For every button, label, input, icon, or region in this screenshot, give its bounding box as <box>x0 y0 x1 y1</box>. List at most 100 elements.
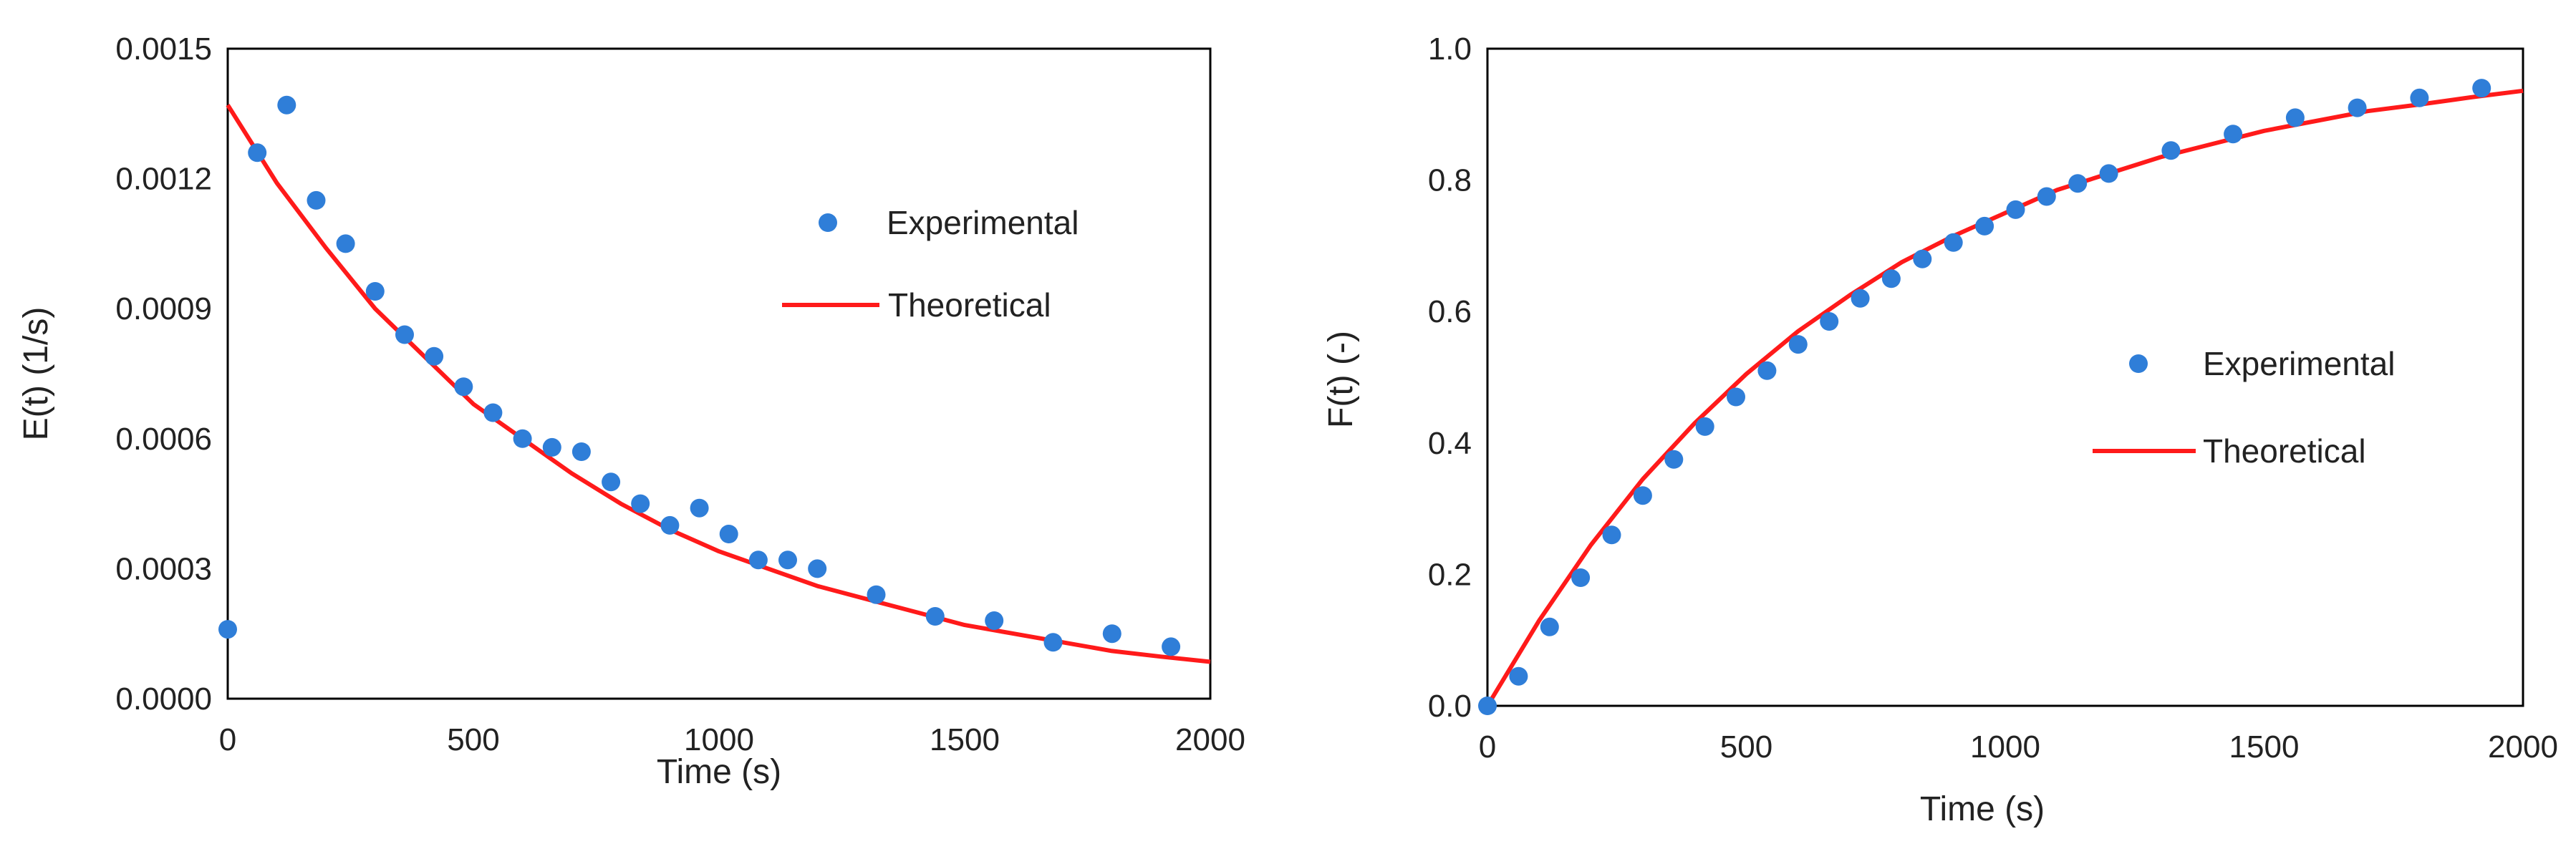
experimental-point <box>719 525 738 543</box>
plot-frame <box>1486 47 2524 707</box>
y-tick-label: 0.4 <box>1428 426 1472 461</box>
experimental-point <box>1820 312 1839 331</box>
legend-experimental-label: Experimental <box>2203 345 2395 382</box>
plot-frame <box>226 47 1212 700</box>
x-tick-label: 500 <box>447 722 499 757</box>
experimental-point <box>778 550 797 570</box>
experimental-points-group <box>218 95 1181 656</box>
theoretical-line <box>1485 88 2524 707</box>
x-tick-labels: 0 500 1000 1500 2000 <box>219 722 1245 757</box>
y-tick-label: 0.6 <box>1428 294 1472 329</box>
experimental-point <box>1540 617 1559 636</box>
x-tick-labels: 0 500 1000 1500 2000 <box>1479 729 2558 765</box>
experimental-point <box>454 377 473 397</box>
y-tick-label: 0.0012 <box>115 162 212 197</box>
y-tick-label: 0.2 <box>1428 557 1472 592</box>
legend-theoretical-label: Theoretical <box>888 286 1051 324</box>
experimental-point <box>1881 269 1901 288</box>
experimental-point <box>218 620 237 639</box>
experimental-point <box>1727 387 1745 407</box>
experimental-point <box>2161 141 2181 160</box>
experimental-point <box>425 346 444 366</box>
y-tick-label: 0.8 <box>1428 163 1472 198</box>
x-tick-label: 1500 <box>2229 729 2300 765</box>
y-axis-title: F(t) (-) <box>1322 331 1360 428</box>
experimental-point <box>2037 187 2056 206</box>
experimental-point <box>365 282 385 301</box>
x-tick-label: 2000 <box>2488 729 2558 765</box>
y-tick-label: 0.0000 <box>115 681 212 717</box>
experimental-point <box>1509 666 1528 686</box>
experimental-point <box>248 143 267 162</box>
experimental-point <box>925 607 945 626</box>
experimental-point <box>2099 164 2118 183</box>
experimental-point <box>1695 417 1714 436</box>
y-tick-label: 0.0015 <box>115 31 212 67</box>
experimental-point <box>1043 633 1063 652</box>
x-tick-label: 1500 <box>930 722 1000 757</box>
experimental-point <box>2285 108 2305 127</box>
experimental-point <box>2006 200 2025 219</box>
experimental-point <box>1478 697 1497 715</box>
theoretical-line <box>226 104 1211 664</box>
experimental-point <box>1602 525 1621 545</box>
experimental-point <box>660 515 680 535</box>
experimental-point <box>542 437 561 457</box>
experimental-point <box>1975 216 1994 236</box>
experimental-point <box>867 585 886 604</box>
experimental-point <box>631 494 650 513</box>
y-tick-label: 1.0 <box>1428 31 1472 67</box>
experimental-point <box>2068 174 2088 193</box>
experimental-point <box>748 550 768 570</box>
x-axis-title: Time (s) <box>1920 790 2045 828</box>
y-tick-label: 0.0003 <box>115 551 212 586</box>
y-tick-labels: 0.0 0.2 0.4 0.6 0.8 1.0 <box>1428 31 1472 724</box>
theoretical-curve-group <box>226 104 1211 664</box>
legend-experimental-label: Experimental <box>887 204 1079 241</box>
chart-e-of-t: 0.0000 0.0003 0.0006 0.0009 0.0012 0.0015 0 50… <box>17 31 1245 791</box>
x-tick-label: 1000 <box>1970 729 2040 765</box>
experimental-point <box>1102 624 1121 644</box>
experimental-point <box>1571 568 1591 587</box>
y-tick-labels: 0.0000 0.0003 0.0006 0.0009 0.0012 0.0015 <box>115 31 212 717</box>
experimental-point <box>1162 637 1181 656</box>
experimental-point <box>307 190 326 210</box>
experimental-point <box>336 234 355 253</box>
x-tick-label: 0 <box>219 722 236 757</box>
experimental-point <box>2410 88 2429 107</box>
legend-experimental-marker <box>819 213 837 232</box>
experimental-point <box>1944 233 1963 252</box>
experimental-point <box>1633 486 1652 505</box>
experimental-point <box>690 498 709 518</box>
experimental-point <box>2224 125 2243 144</box>
experimental-point <box>1851 288 1870 308</box>
experimental-point <box>1757 361 1777 380</box>
experimental-point <box>1788 335 1808 354</box>
experimental-point <box>513 429 532 448</box>
x-tick-label: 500 <box>1720 729 1772 765</box>
x-tick-label: 2000 <box>1175 722 1245 757</box>
experimental-point <box>2348 98 2367 117</box>
legend-experimental-marker <box>2129 354 2148 373</box>
experimental-point <box>277 95 296 115</box>
x-tick-label: 0 <box>1479 729 1496 765</box>
experimental-point <box>808 559 827 578</box>
theoretical-curve-group <box>1485 88 2524 707</box>
experimental-point <box>985 611 1004 630</box>
chart-f-of-t: 0.0 0.2 0.4 0.6 0.8 1.0 0 500 1000 1500 2000 Time… <box>1322 31 2558 828</box>
legend: Experimental Theoretical <box>2093 345 2395 470</box>
y-axis-title: E(t) (1/s) <box>17 307 55 441</box>
legend: Experimental Theoretical <box>782 204 1079 324</box>
legend-theoretical-label: Theoretical <box>2203 432 2366 470</box>
x-axis-title: Time (s) <box>657 753 781 791</box>
experimental-point <box>395 325 414 344</box>
experimental-point <box>602 472 621 492</box>
experimental-point <box>483 403 503 422</box>
y-tick-label: 0.0006 <box>115 422 212 457</box>
experimental-points-group <box>1478 79 2491 715</box>
experimental-point <box>2472 79 2491 98</box>
experimental-point <box>571 442 591 461</box>
x-tick-label: 1000 <box>684 722 754 757</box>
experimental-point <box>1913 249 1932 268</box>
